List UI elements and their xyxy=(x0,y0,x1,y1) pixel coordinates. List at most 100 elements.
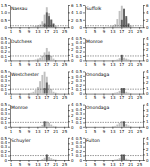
tick: 5 xyxy=(19,160,22,167)
bar xyxy=(92,27,94,28)
bar xyxy=(87,60,89,61)
tick: 13 xyxy=(110,127,116,134)
y-axis: 00.51.01.5 xyxy=(76,3,86,30)
bar xyxy=(37,59,39,61)
tick: 3 xyxy=(143,108,149,113)
axis-line xyxy=(68,138,69,160)
tick-label: 9 xyxy=(28,95,31,100)
bar xyxy=(92,160,94,161)
bar xyxy=(119,11,121,27)
tick: 5 xyxy=(19,127,22,134)
bar xyxy=(19,60,21,61)
plot-area xyxy=(10,71,68,93)
tick: 0.4 xyxy=(76,140,85,145)
tick-label: 3 xyxy=(71,42,74,47)
bar xyxy=(87,27,89,28)
bar xyxy=(96,160,98,161)
bar xyxy=(28,160,30,161)
tick-mark xyxy=(8,160,10,161)
tick-mark xyxy=(83,138,85,139)
tick-mark xyxy=(68,121,70,122)
bar xyxy=(101,93,103,94)
bar xyxy=(112,93,114,94)
bar xyxy=(59,93,61,94)
tick-label: 2 xyxy=(146,18,149,23)
tick-mark xyxy=(83,71,85,72)
tick: 0.5 xyxy=(1,18,10,23)
bar xyxy=(90,126,92,127)
bar xyxy=(103,60,105,61)
tick: 0.2 xyxy=(76,83,85,88)
bar xyxy=(64,160,66,161)
bar xyxy=(32,93,34,94)
tick: 0.5 xyxy=(76,136,85,141)
bar xyxy=(64,93,66,94)
tick-mark xyxy=(83,76,85,77)
plot-area xyxy=(85,88,143,94)
tick-label: 0.3 xyxy=(76,78,83,83)
bar xyxy=(37,87,39,94)
bar xyxy=(125,60,127,61)
bar xyxy=(32,92,34,94)
bar xyxy=(101,60,103,61)
tick-label: 9 xyxy=(103,129,106,134)
bar xyxy=(112,60,114,61)
tick-label: 1 xyxy=(146,152,149,157)
bar xyxy=(110,93,112,94)
tick: 9 xyxy=(103,27,106,34)
tick-mark xyxy=(143,27,145,28)
tick-label: 21 xyxy=(128,29,134,34)
bar xyxy=(44,24,46,28)
tick: 2 xyxy=(68,18,74,23)
tick: 1 xyxy=(85,94,88,101)
bar xyxy=(132,93,134,94)
tick: 0.5 xyxy=(76,36,85,41)
bar xyxy=(87,27,89,28)
bar xyxy=(119,123,121,127)
tick: 9 xyxy=(103,60,106,67)
tick-label: 25 xyxy=(137,62,143,67)
bar xyxy=(59,60,61,61)
tick-label: 0.1 xyxy=(1,87,8,92)
bar-series xyxy=(121,88,125,94)
bar xyxy=(101,160,103,161)
tick-label: 0 xyxy=(4,25,7,30)
tick-label: 9 xyxy=(28,129,31,134)
bar xyxy=(30,27,32,28)
tick: 1 xyxy=(10,94,13,101)
tick: 3 xyxy=(68,75,74,80)
bar xyxy=(17,160,19,161)
bar xyxy=(114,160,116,161)
tick-mark xyxy=(83,20,85,21)
bar xyxy=(87,93,89,94)
tick-label: 0.5 xyxy=(1,69,8,74)
bar xyxy=(110,93,112,94)
bar xyxy=(12,126,14,127)
bar xyxy=(116,125,118,127)
y2-axis: 01234 xyxy=(143,102,149,129)
bar xyxy=(119,93,121,94)
bar xyxy=(128,24,130,28)
bar xyxy=(19,27,21,28)
tick-label: 0.3 xyxy=(76,111,83,116)
bar xyxy=(37,126,39,127)
plot-area xyxy=(85,154,143,160)
axis-line xyxy=(143,72,144,94)
bar xyxy=(21,160,23,161)
bar xyxy=(96,93,98,94)
bar xyxy=(141,160,143,161)
panel-title: Nassau xyxy=(11,6,28,11)
bar xyxy=(53,92,55,94)
bar xyxy=(105,160,107,161)
bar xyxy=(119,126,121,127)
tick-mark xyxy=(83,105,85,106)
y2-axis: 01234 xyxy=(68,36,74,63)
tick-label: 17 xyxy=(44,62,50,67)
bar xyxy=(116,92,118,93)
bar xyxy=(53,60,55,61)
bar xyxy=(57,26,59,27)
bar xyxy=(32,126,34,127)
bar xyxy=(15,60,17,61)
tick: 0.1 xyxy=(1,54,10,59)
bar xyxy=(28,27,30,28)
